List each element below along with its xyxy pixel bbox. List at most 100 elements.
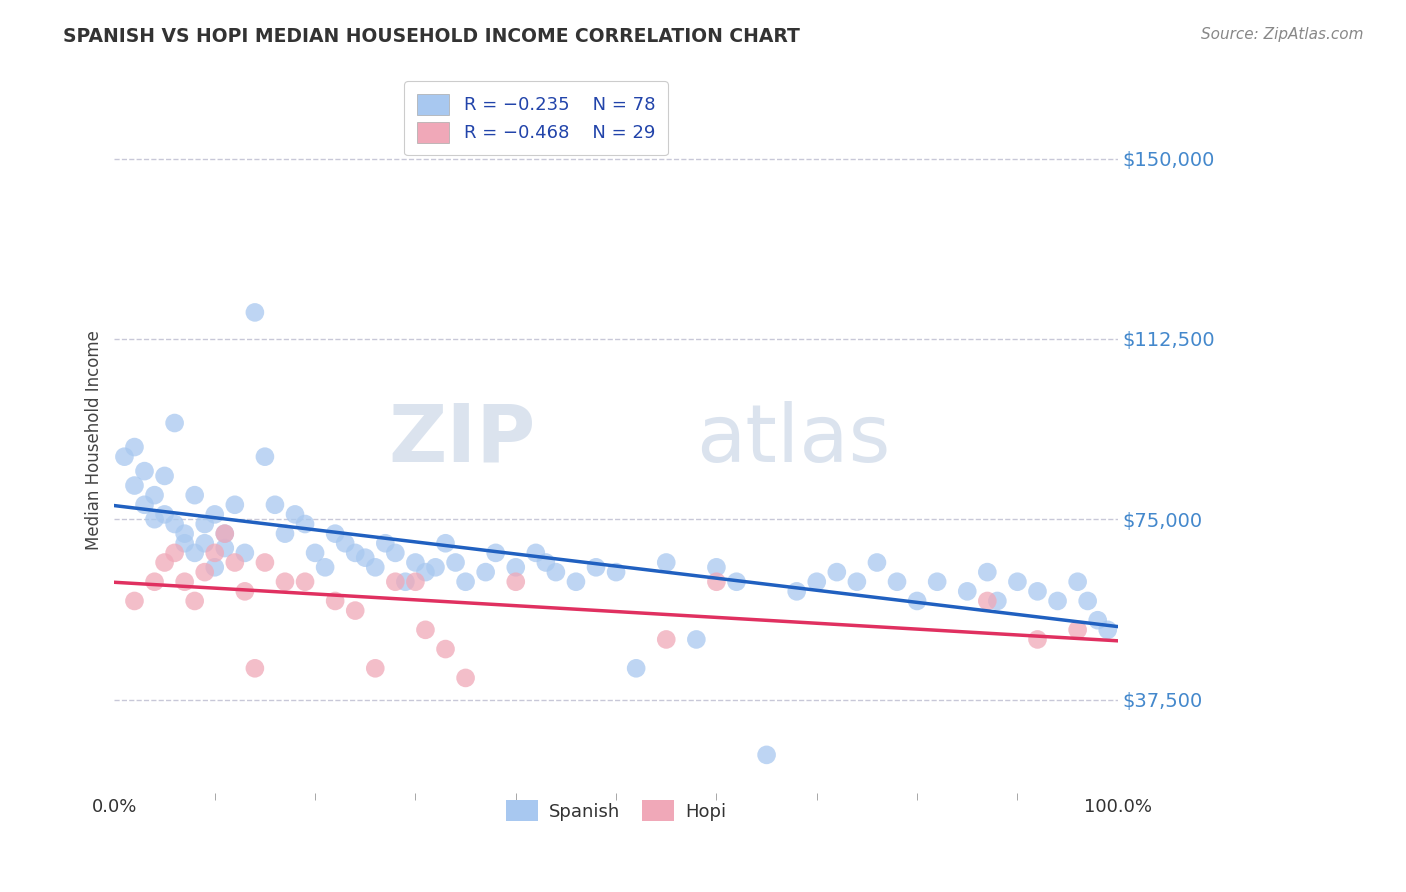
Point <box>143 574 166 589</box>
Point <box>253 450 276 464</box>
Point <box>655 556 678 570</box>
Point <box>1007 574 1029 589</box>
Point <box>364 560 387 574</box>
Point <box>183 546 205 560</box>
Point <box>905 594 928 608</box>
Point <box>294 574 316 589</box>
Point <box>404 556 426 570</box>
Point <box>685 632 707 647</box>
Point <box>1097 623 1119 637</box>
Point <box>204 546 226 560</box>
Point <box>194 516 217 531</box>
Point <box>976 565 998 579</box>
Point <box>434 536 457 550</box>
Point <box>264 498 287 512</box>
Point <box>444 556 467 570</box>
Point <box>404 574 426 589</box>
Point <box>163 416 186 430</box>
Y-axis label: Median Household Income: Median Household Income <box>86 330 103 549</box>
Point <box>394 574 416 589</box>
Point <box>134 498 156 512</box>
Point <box>134 464 156 478</box>
Point <box>214 541 236 555</box>
Point <box>323 526 346 541</box>
Point <box>194 536 217 550</box>
Point <box>163 516 186 531</box>
Point <box>825 565 848 579</box>
Point <box>183 488 205 502</box>
Legend: Spanish, Hopi: Spanish, Hopi <box>494 788 740 834</box>
Point <box>323 594 346 608</box>
Point <box>524 546 547 560</box>
Point <box>153 469 176 483</box>
Point <box>725 574 748 589</box>
Point <box>454 671 477 685</box>
Point <box>434 642 457 657</box>
Point <box>314 560 336 574</box>
Point <box>364 661 387 675</box>
Point <box>153 508 176 522</box>
Point <box>415 565 437 579</box>
Point <box>173 574 195 589</box>
Point <box>344 546 367 560</box>
Point <box>233 546 256 560</box>
Point <box>845 574 868 589</box>
Text: SPANISH VS HOPI MEDIAN HOUSEHOLD INCOME CORRELATION CHART: SPANISH VS HOPI MEDIAN HOUSEHOLD INCOME … <box>63 27 800 45</box>
Point <box>1087 613 1109 627</box>
Point <box>284 508 307 522</box>
Point <box>1077 594 1099 608</box>
Point <box>384 546 406 560</box>
Point <box>224 498 246 512</box>
Point <box>233 584 256 599</box>
Point <box>1046 594 1069 608</box>
Point <box>224 556 246 570</box>
Point <box>163 546 186 560</box>
Point <box>214 526 236 541</box>
Point <box>956 584 979 599</box>
Point <box>565 574 588 589</box>
Point <box>243 305 266 319</box>
Point <box>485 546 508 560</box>
Point <box>194 565 217 579</box>
Text: Source: ZipAtlas.com: Source: ZipAtlas.com <box>1201 27 1364 42</box>
Point <box>274 526 297 541</box>
Point <box>253 556 276 570</box>
Point <box>335 536 357 550</box>
Point <box>114 450 136 464</box>
Point <box>605 565 627 579</box>
Point <box>1026 632 1049 647</box>
Point <box>927 574 949 589</box>
Point <box>474 565 496 579</box>
Point <box>214 526 236 541</box>
Point <box>886 574 908 589</box>
Point <box>243 661 266 675</box>
Point <box>755 747 778 762</box>
Point <box>173 536 195 550</box>
Point <box>173 526 195 541</box>
Point <box>505 560 527 574</box>
Point <box>786 584 808 599</box>
Point <box>505 574 527 589</box>
Point <box>204 508 226 522</box>
Point <box>1026 584 1049 599</box>
Point <box>585 560 607 574</box>
Point <box>384 574 406 589</box>
Point <box>344 604 367 618</box>
Point <box>866 556 889 570</box>
Point <box>806 574 828 589</box>
Point <box>986 594 1008 608</box>
Point <box>143 512 166 526</box>
Point <box>976 594 998 608</box>
Text: ZIP: ZIP <box>388 401 536 479</box>
Point <box>354 550 377 565</box>
Point <box>544 565 567 579</box>
Text: atlas: atlas <box>696 401 891 479</box>
Point <box>304 546 326 560</box>
Point <box>1066 574 1088 589</box>
Point <box>454 574 477 589</box>
Point <box>124 594 146 608</box>
Point <box>425 560 447 574</box>
Point <box>274 574 297 589</box>
Point <box>153 556 176 570</box>
Point <box>204 560 226 574</box>
